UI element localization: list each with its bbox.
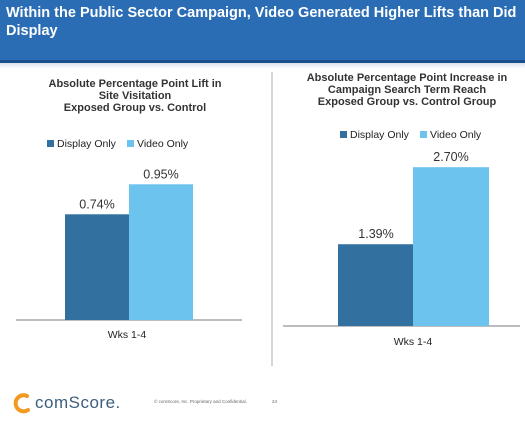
chart-1-legend-display-swatch [47, 140, 54, 147]
chart-1-legend-video-swatch [127, 140, 134, 147]
chart-2-category-label: Wks 1-4 [394, 336, 433, 348]
header-shadow [0, 63, 525, 69]
footer-copyright: © comScore, Inc. Proprietary and Confide… [154, 399, 247, 404]
chart-1-legend-display-label: Display Only [57, 138, 116, 150]
chart-divider [271, 72, 273, 366]
comscore-logo: comScore. [13, 392, 153, 416]
chart-2-bar-display [338, 244, 414, 326]
chart-2-legend: Display Only Video Only [340, 129, 525, 143]
chart-2-title: Absolute Percentage Point Increase in Ca… [292, 72, 522, 108]
chart-1-value-label-video: 0.95% [143, 167, 178, 181]
chart-1-title-line-3: Exposed Group vs. Control [63, 102, 207, 114]
chart-1-legend: Display Only Video Only [47, 138, 247, 152]
chart-2-legend-display-label: Display Only [350, 129, 409, 141]
comscore-logo-icon [13, 393, 30, 414]
chart-1-title-line-2: Site Visitation [98, 90, 172, 102]
chart-2-value-label-display: 1.39% [358, 227, 393, 241]
chart-2-bar-video [413, 167, 489, 326]
chart-1-bar-video [129, 184, 193, 320]
chart-2-legend-display-swatch [340, 131, 347, 138]
chart-2-value-label-video: 2.70% [433, 150, 468, 164]
chart-1-category-label: Wks 1-4 [108, 329, 147, 341]
chart-2-title-line-2: Campaign Search Term Reach [327, 84, 487, 96]
comscore-logo-text: comScore. [35, 393, 121, 412]
chart-2-legend-video-label: Video Only [430, 129, 482, 141]
chart-2-legend-video-swatch [420, 131, 427, 138]
chart-1-bar-display [65, 214, 129, 320]
page-number: 24 [272, 399, 278, 404]
slide-header: Within the Public Sector Campaign, Video… [0, 0, 525, 60]
chart-1-legend-video-label: Video Only [137, 138, 189, 150]
slide-title: Within the Public Sector Campaign, Video… [6, 5, 517, 39]
chart-1-value-label-display: 0.74% [79, 197, 114, 211]
header-underline [0, 60, 525, 63]
chart-1-title-line-1: Absolute Percentage Point Lift in [48, 78, 222, 90]
chart-2-title-line-3: Exposed Group vs. Control Group [317, 96, 497, 108]
chart-1-title: Absolute Percentage Point Lift in Site V… [20, 78, 250, 114]
chart-2-title-line-1: Absolute Percentage Point Increase in [306, 72, 508, 84]
